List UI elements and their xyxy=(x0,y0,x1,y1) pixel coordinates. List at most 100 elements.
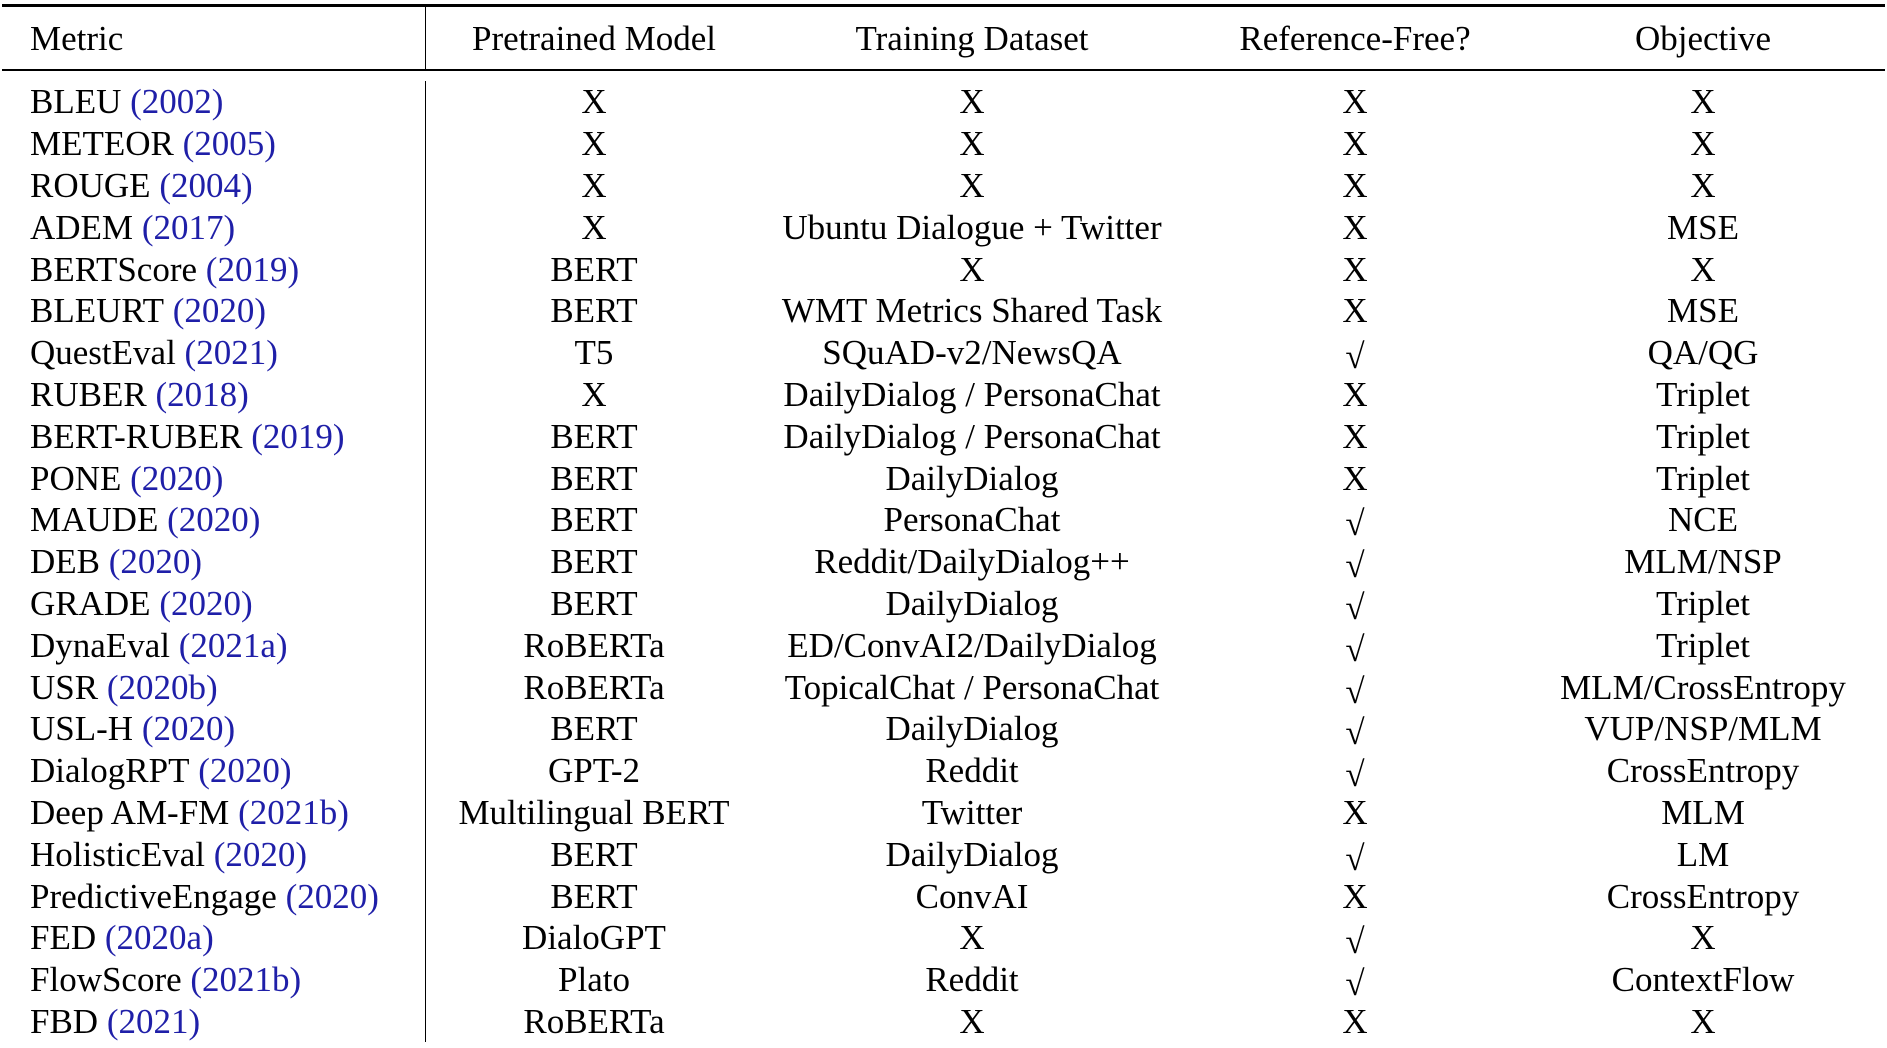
citation-link[interactable]: (2019) xyxy=(205,249,300,289)
training-dataset-cell-value: Reddit/DailyDialog++ xyxy=(814,542,1130,582)
metric-cell: ROUGE (2004) xyxy=(2,164,426,207)
training-dataset-cell: DailyDialog / PersonaChat xyxy=(762,419,1182,454)
pretrained-model-cell: BERT xyxy=(426,586,762,621)
training-dataset-cell-value: ED/ConvAI2/DailyDialog xyxy=(787,625,1157,665)
citation-link[interactable]: (2020) xyxy=(141,709,236,749)
pretrained-model-cell-value: BERT xyxy=(550,709,638,749)
metric-name: ADEM xyxy=(30,207,134,247)
metric-name: QuestEval xyxy=(30,333,176,373)
citation-link[interactable]: (2004) xyxy=(159,165,253,205)
metric-cell: FBD (2021) xyxy=(2,1000,426,1043)
objective-cell: MSE xyxy=(1528,293,1878,328)
objective-cell: X xyxy=(1528,920,1878,955)
pretrained-model-cell: X xyxy=(426,210,762,245)
table-row: BERTScore (2019) BERT X X X xyxy=(2,248,1885,290)
citation-link[interactable]: (2020b) xyxy=(106,667,218,707)
reference-free-cell: √ xyxy=(1182,335,1528,374)
citation-link[interactable]: (2020) xyxy=(167,500,261,540)
pretrained-model-cell: BERT xyxy=(426,293,762,328)
reference-free-cell: √ xyxy=(1182,670,1528,709)
training-dataset-cell-value: DailyDialog / PersonaChat xyxy=(783,374,1161,414)
training-dataset-cell: WMT Metrics Shared Task xyxy=(762,293,1182,328)
citation-link[interactable]: (2002) xyxy=(130,82,224,122)
reference-free-cell-value: √ xyxy=(1345,504,1365,544)
reference-free-cell: X xyxy=(1182,293,1528,328)
metric-name: BLEURT xyxy=(30,291,165,331)
table-row: DEB (2020) BERT Reddit/DailyDialog++ √ MLM/N… xyxy=(2,540,1885,583)
metric-cell: GRADE (2020) xyxy=(2,582,426,625)
reference-free-cell: X xyxy=(1182,126,1528,161)
reference-free-cell: X xyxy=(1182,377,1528,412)
header-objective: Objective xyxy=(1634,18,1772,58)
citation-link[interactable]: (2020) xyxy=(198,751,292,791)
training-dataset-cell-value: X xyxy=(959,165,985,205)
citation-link[interactable]: (2020) xyxy=(130,458,224,498)
training-dataset-cell: ConvAI xyxy=(762,879,1182,914)
training-dataset-cell-value: X xyxy=(959,124,985,164)
training-dataset-cell-value: X xyxy=(959,1001,985,1041)
table-header-rule xyxy=(2,69,1885,71)
table-row: FED (2020a) DialoGPT X √ X xyxy=(2,916,1885,959)
metric-name: Deep AM-FM xyxy=(30,792,230,832)
citation-link[interactable]: (2020) xyxy=(213,834,308,874)
metric-name: MAUDE xyxy=(30,500,159,540)
training-dataset-cell: X xyxy=(762,252,1182,287)
citation-link[interactable]: (2021) xyxy=(106,1001,201,1041)
objective-cell: NCE xyxy=(1528,502,1878,537)
table-row: QuestEval (2021) T5 SQuAD-v2/NewsQA √ QA/QG xyxy=(2,331,1885,374)
pretrained-model-cell: RoBERTa xyxy=(426,1004,762,1039)
pretrained-model-cell-value: T5 xyxy=(574,333,614,373)
citation-link[interactable]: (2021b) xyxy=(190,960,302,1000)
table-row: RUBER (2018) X DailyDialog / PersonaChat X T… xyxy=(2,373,1885,416)
reference-free-cell-value: X xyxy=(1342,291,1368,331)
metric-cell: METEOR (2005) xyxy=(2,122,426,165)
metric-cell: BERT-RUBER (2019) xyxy=(2,415,426,458)
metric-name: FED xyxy=(30,918,97,958)
citation-link[interactable]: (2020) xyxy=(108,542,203,582)
training-dataset-cell: DailyDialog xyxy=(762,586,1182,621)
citation-link[interactable]: (2017) xyxy=(141,207,236,247)
training-dataset-cell: X xyxy=(762,84,1182,119)
citation-link[interactable]: (2020a) xyxy=(104,918,214,958)
reference-free-cell-value: √ xyxy=(1345,838,1365,878)
citation-link[interactable]: (2018) xyxy=(155,374,249,414)
citation-link[interactable]: (2021a) xyxy=(178,625,288,665)
citation-link[interactable]: (2020) xyxy=(172,291,267,331)
objective-cell-value: ContextFlow xyxy=(1611,960,1795,1000)
objective-cell-value: VUP/NSP/MLM xyxy=(1584,709,1822,749)
objective-cell: MSE xyxy=(1528,210,1878,245)
citation-link[interactable]: (2005) xyxy=(182,124,276,164)
metric-name: BERT-RUBER xyxy=(30,416,243,456)
reference-free-cell: X xyxy=(1182,252,1528,287)
objective-cell: Triplet xyxy=(1528,419,1878,454)
citation-link[interactable]: (2021) xyxy=(184,333,278,373)
citation-link[interactable]: (2020) xyxy=(285,876,379,916)
training-dataset-cell: X xyxy=(762,126,1182,161)
header-reference-free: Reference-Free? xyxy=(1239,18,1471,58)
reference-free-cell-value: X xyxy=(1342,249,1368,289)
citation-link[interactable]: (2019) xyxy=(251,416,345,456)
objective-cell: LM xyxy=(1528,837,1878,872)
objective-cell: Triplet xyxy=(1528,586,1878,621)
objective-cell: CrossEntropy xyxy=(1528,753,1878,788)
training-dataset-cell-value: PersonaChat xyxy=(883,500,1061,540)
objective-cell-value: X xyxy=(1690,82,1716,122)
pretrained-model-cell-value: X xyxy=(581,82,607,122)
objective-cell-value: CrossEntropy xyxy=(1606,876,1800,916)
training-dataset-cell: DailyDialog xyxy=(762,461,1182,496)
table-row: METEOR (2005) X X X X xyxy=(2,122,1885,165)
table-row: BLEU (2002) X X X X xyxy=(2,81,1885,123)
objective-cell-value: MLM xyxy=(1661,792,1745,832)
training-dataset-cell-value: TopicalChat / PersonaChat xyxy=(784,667,1160,707)
metric-cell: PONE (2020) xyxy=(2,457,426,499)
citation-link[interactable]: (2020) xyxy=(159,583,253,623)
pretrained-model-cell: Plato xyxy=(426,962,762,997)
metric-name: FlowScore xyxy=(30,960,182,1000)
objective-cell-value: Triplet xyxy=(1655,583,1750,623)
reference-free-cell: X xyxy=(1182,1004,1528,1039)
citation-link[interactable]: (2021b) xyxy=(238,792,349,832)
metric-name: ROUGE xyxy=(30,165,151,205)
objective-cell: Triplet xyxy=(1528,461,1878,496)
objective-cell-value: LM xyxy=(1676,834,1730,874)
table-row: USR (2020b) RoBERTa TopicalChat / PersonaC… xyxy=(2,666,1885,709)
